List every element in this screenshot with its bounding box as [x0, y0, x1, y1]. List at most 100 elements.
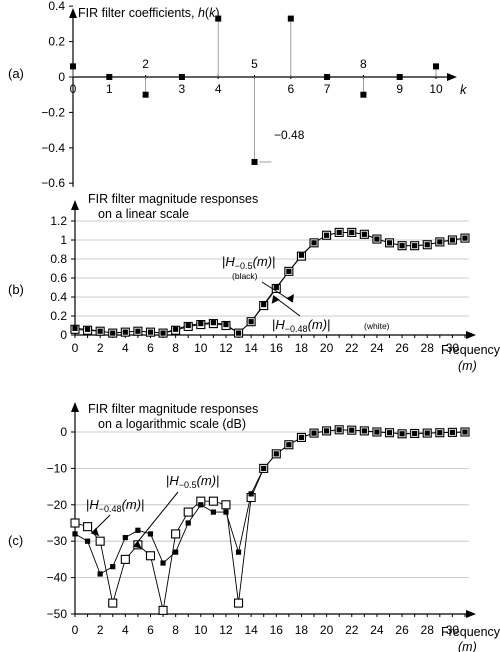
y-tick-label: 0: [60, 328, 67, 342]
panel-a-marks: [70, 15, 439, 165]
x-tick-label: 22: [345, 341, 359, 355]
coefficient-marker: [178, 74, 185, 80]
x-tick-label: 14: [244, 623, 258, 637]
x-tick-label: 28: [421, 341, 435, 355]
data-point-filled: [72, 325, 78, 331]
data-point-filled: [386, 430, 393, 436]
annotation-h-0.5-db: |H−0.5(m)|: [166, 473, 219, 490]
panel-a-title-var: h: [198, 6, 205, 20]
x-tick-label: 26: [395, 623, 409, 637]
data-point-filled: [135, 328, 141, 334]
data-point-filled: [248, 319, 254, 325]
data-point-open: [145, 551, 156, 561]
y-tick-label: 0.2: [50, 309, 67, 323]
x-tick-label: 12: [219, 623, 233, 637]
x-tick-label: 24: [370, 341, 384, 355]
data-point-filled: [273, 451, 279, 457]
data-point-filled: [298, 434, 305, 441]
data-point-filled: [449, 429, 455, 435]
y-tick-label: 0.6: [50, 271, 67, 285]
x-tick-label: 14: [244, 341, 258, 355]
panel-a-axes: 0.4 0.2 0 −0.2 −0.4 −0.6 0 1 2 3 4 5 6 7 8 9 10: [41, 0, 457, 190]
coefficient-marker: [70, 63, 76, 70]
panel-a-title: FIR filter coefficients, h(k): [78, 6, 220, 20]
data-point-filled: [462, 235, 468, 241]
data-point-filled: [185, 520, 191, 526]
x-tick-label: 9: [396, 82, 403, 96]
data-point-filled: [210, 509, 216, 515]
data-point-filled: [412, 430, 418, 437]
x-tick-label: 2: [97, 341, 104, 355]
y-tick-label: −40: [47, 571, 68, 585]
coefficient-marker: [106, 74, 113, 80]
data-point-open: [120, 554, 130, 564]
y-tick-label: −10: [47, 461, 68, 475]
data-point-filled: [173, 549, 179, 555]
annotation-h-0.48-db: |H−0.48(m)|: [86, 497, 144, 514]
x-tick-label: 24: [370, 623, 384, 637]
x-tick-label: 30: [446, 623, 460, 637]
data-point-filled: [210, 320, 216, 326]
data-point-filled: [122, 534, 128, 541]
data-point-open: [95, 536, 105, 546]
y-tick-label: 0.4: [50, 290, 67, 304]
data-point-filled: [399, 243, 405, 249]
annotation-black-note: (black): [232, 271, 258, 281]
data-point-filled: [84, 326, 91, 332]
data-point-filled: [97, 328, 103, 334]
data-point-filled: [160, 560, 166, 566]
data-point-filled: [437, 239, 443, 245]
annotation-arrow-h-0.48-db: [90, 514, 111, 537]
x-tick-label: 0: [72, 341, 79, 355]
panel-a-y-axis-arrow: [69, 8, 77, 18]
x-tick-label: 12: [219, 341, 233, 355]
x-tick-label: 20: [320, 341, 334, 355]
y-tick-label: −50: [47, 607, 68, 621]
y-tick-label: −30: [47, 534, 68, 548]
annotation-h-0.48-linear: |H−0.48(m)|: [272, 317, 330, 334]
data-point-filled: [386, 240, 393, 246]
data-point-filled: [97, 571, 103, 577]
coefficient-marker: [324, 74, 331, 80]
coefficient-marker: [251, 158, 258, 165]
data-point-open: [183, 507, 193, 517]
y-tick-label: 1: [60, 233, 67, 247]
x-tick-label: 1: [106, 82, 113, 96]
x-tick-label: 6: [147, 341, 154, 355]
data-point-filled: [235, 330, 242, 336]
panel-c-x-axis-unit: (m): [458, 640, 477, 652]
panel-b-x-axis-label: Frequency: [441, 343, 500, 357]
x-axis-arrow: [466, 610, 476, 618]
data-point-open: [83, 522, 93, 532]
data-point-filled: [361, 428, 367, 434]
y-tick-label: 0.2: [48, 35, 65, 49]
x-tick-label: 10: [194, 341, 208, 355]
data-point-open: [233, 598, 244, 608]
coefficient-marker: [142, 91, 149, 98]
panel-c-title-line2: on a logarithmic scale (dB): [98, 417, 246, 431]
x-axis-arrow: [466, 331, 476, 339]
data-point-open: [221, 500, 231, 510]
panel-b-marks: [70, 227, 470, 338]
x-tick-label: 3: [179, 82, 186, 96]
data-point-filled: [248, 491, 254, 497]
data-point-open: [158, 605, 168, 615]
x-tick-label: 8: [172, 623, 179, 637]
data-point-filled: [286, 268, 292, 274]
y-tick-label: −0.6: [41, 176, 65, 190]
panel-c-title-line1: FIR filter magnitude responses: [88, 402, 258, 416]
x-tick-label: 16: [270, 623, 284, 637]
data-point-filled: [311, 430, 317, 436]
panel-b-axes: 00.20.40.60.811.20 2 4 6 8 10 12 14 16 18 20 22 24 26…: [50, 200, 476, 355]
data-point-filled: [135, 527, 141, 533]
panel-a-x-axis-label: k: [460, 82, 468, 97]
x-tick-label: 5: [251, 57, 258, 71]
panel-b-title-line2: on a linear scale: [98, 207, 189, 221]
y-tick-label: 0: [58, 70, 65, 84]
x-tick-label: 4: [122, 623, 129, 637]
data-point-filled: [273, 284, 279, 291]
coefficient-marker: [360, 91, 367, 98]
x-tick-label: 20: [320, 623, 334, 637]
y-tick-label: 0: [60, 425, 67, 439]
